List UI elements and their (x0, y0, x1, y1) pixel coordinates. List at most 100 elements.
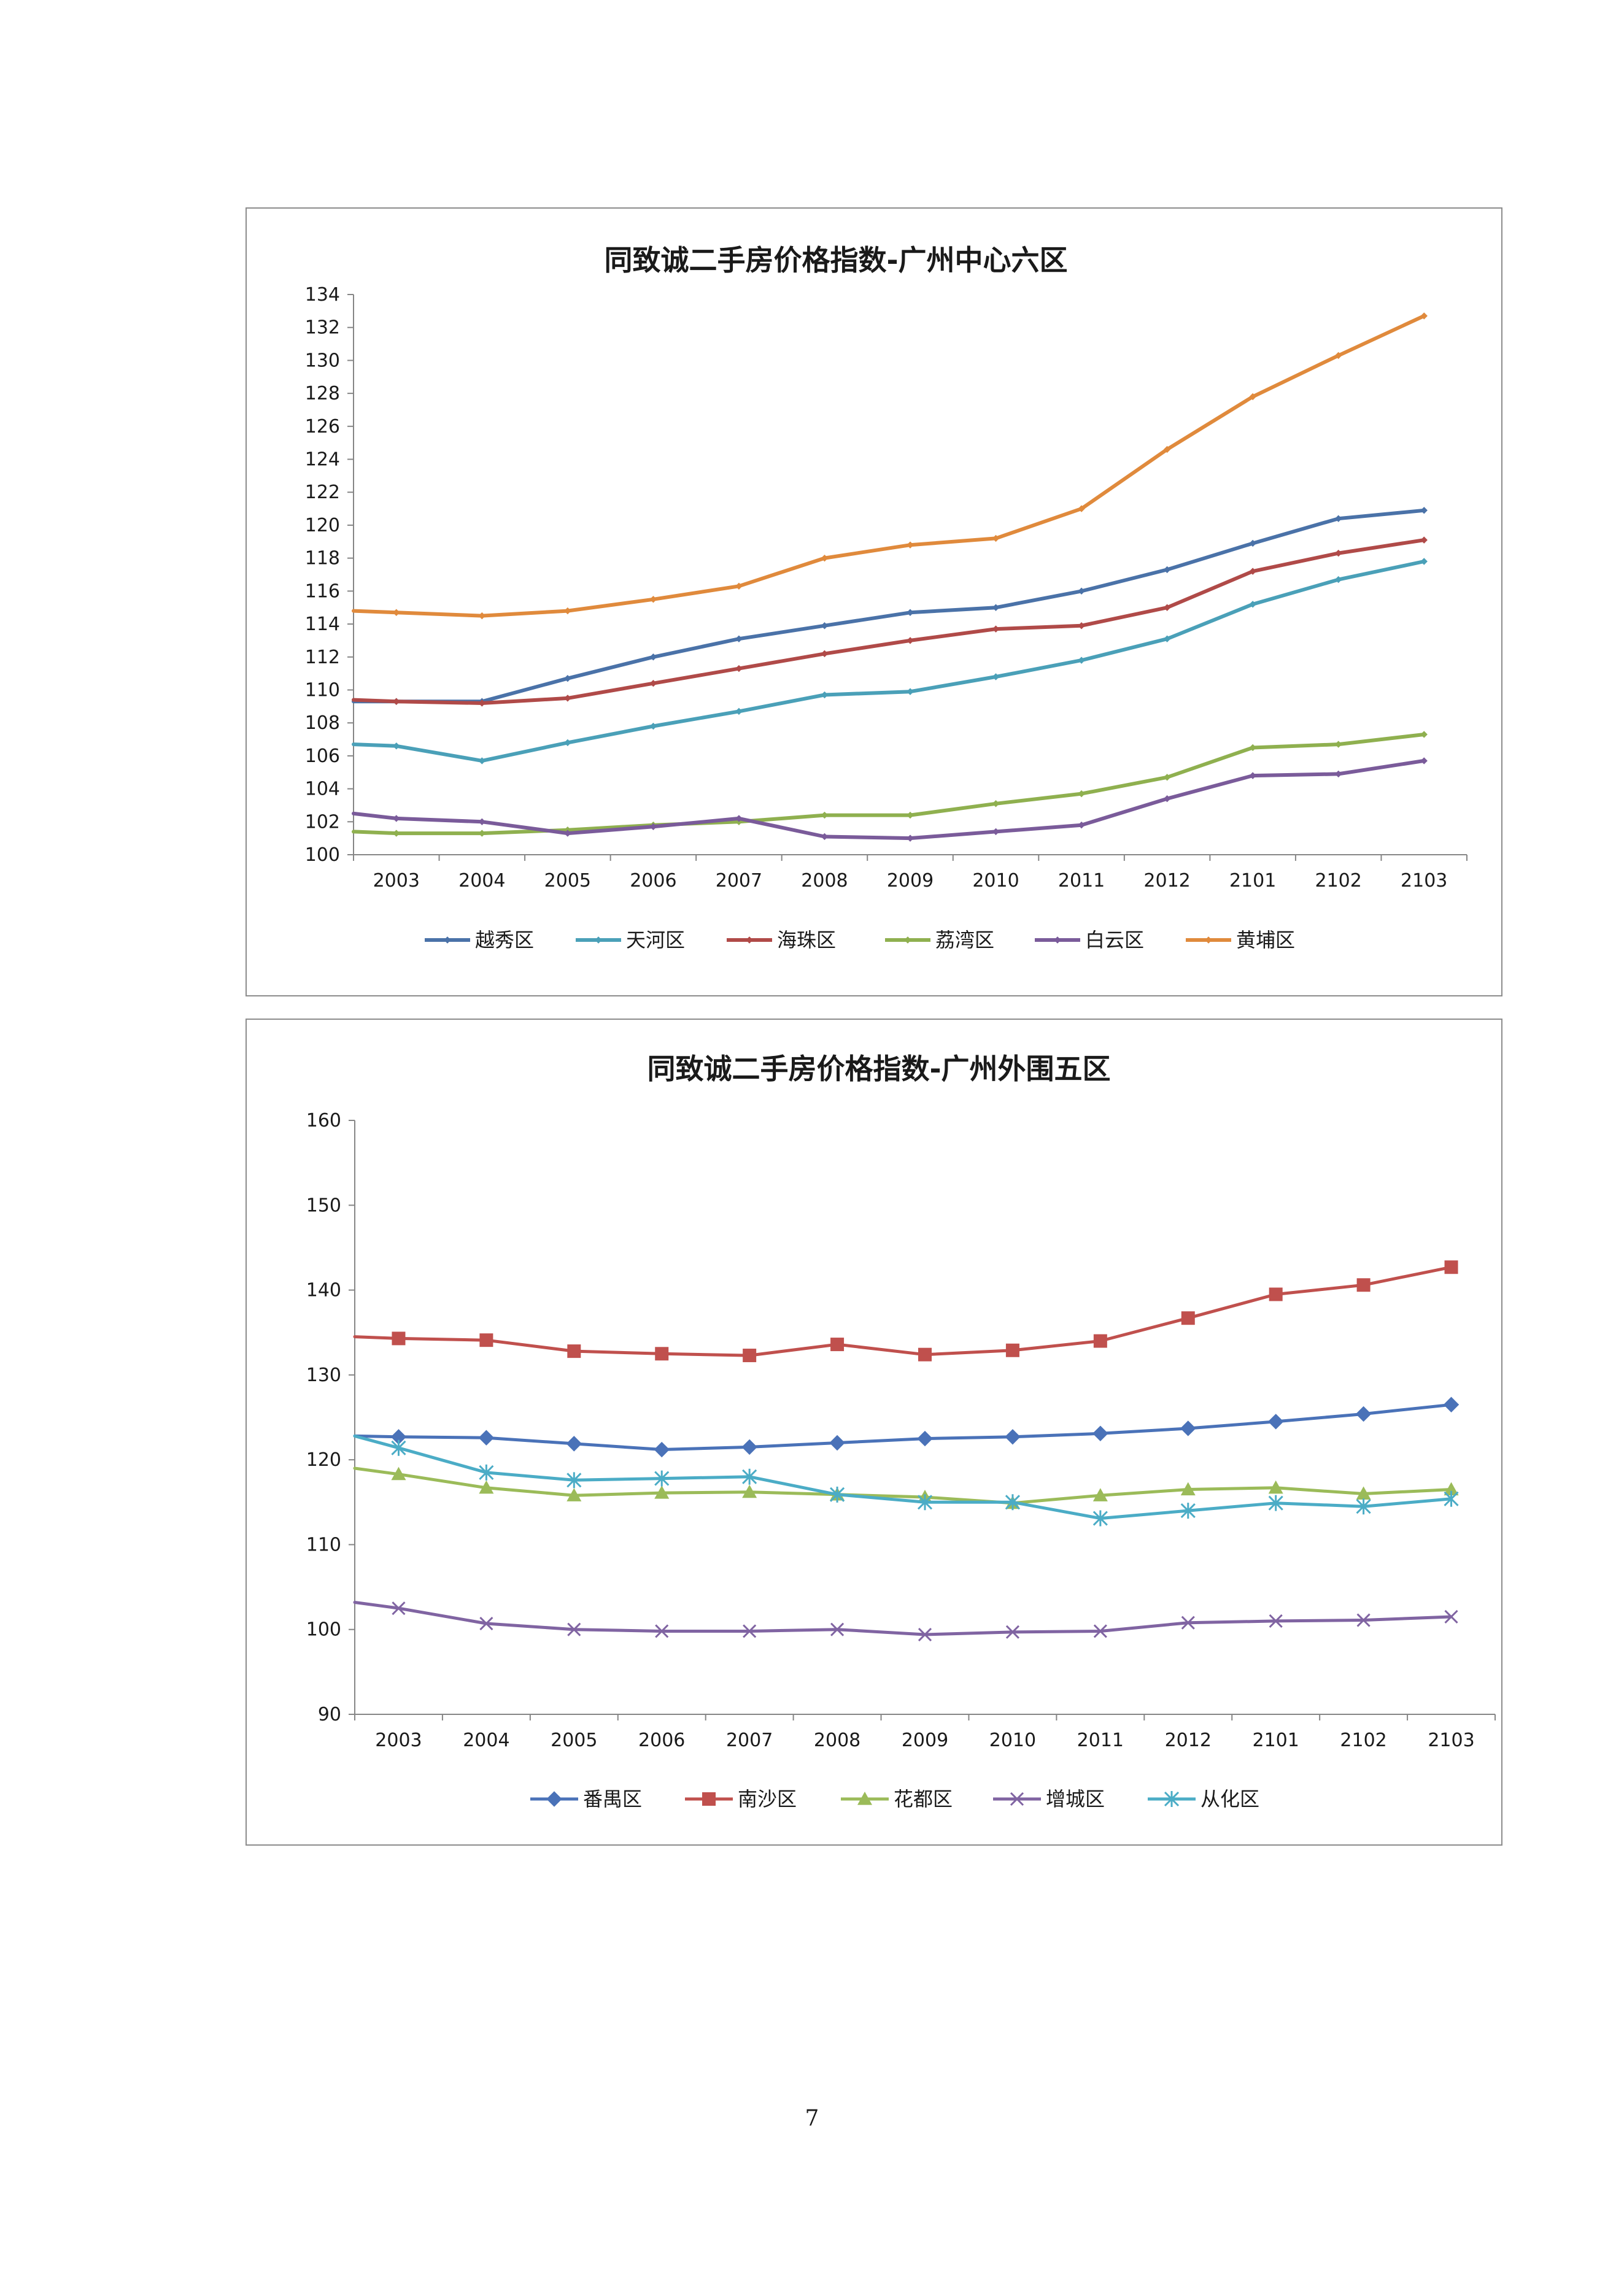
legend-marker (1205, 936, 1212, 944)
x-tick-label: 2103 (1428, 1730, 1474, 1751)
data-point (1334, 770, 1342, 778)
data-point (821, 622, 829, 630)
y-tick-label: 112 (305, 647, 340, 668)
x-tick-label: 2102 (1315, 870, 1362, 892)
data-point (392, 1601, 406, 1616)
data-point (1356, 1498, 1371, 1515)
data-point (478, 818, 486, 826)
data-point (1163, 774, 1171, 781)
y-tick-label: 124 (305, 449, 340, 471)
data-point (917, 1430, 933, 1447)
legend-item: 黄埔区 (1186, 928, 1295, 952)
data-point (654, 1470, 670, 1487)
x-tick-label: 2010 (989, 1730, 1036, 1751)
data-point (567, 1344, 581, 1358)
data-point (1180, 1482, 1196, 1496)
data-point (564, 830, 571, 837)
x-tick-label: 2010 (972, 870, 1019, 892)
x-tick-label: 2008 (814, 1730, 860, 1751)
series-line (353, 1265, 1453, 1357)
y-tick-label: 126 (305, 416, 340, 437)
legend-label: 从化区 (1201, 1787, 1259, 1811)
legend-marker (444, 936, 451, 944)
chart-central-six-districts: 同致诚二手房价格指数-广州中心六区 100 102 104 106 108 110 112 11… (305, 244, 1467, 952)
data-point (821, 554, 829, 562)
data-point (391, 1466, 406, 1481)
data-point (1334, 741, 1342, 748)
data-point (1078, 821, 1085, 829)
data-point (1005, 1625, 1019, 1639)
x-tick-label: 2102 (1340, 1730, 1386, 1751)
legend-marker (904, 936, 911, 944)
legend-marker (702, 1792, 716, 1806)
x-tick-label: 2007 (716, 870, 762, 892)
data-point (918, 1347, 932, 1362)
data-point (821, 833, 829, 841)
x-tick-label: 2012 (1143, 870, 1190, 892)
data-point (649, 596, 657, 603)
data-point (1093, 1624, 1107, 1638)
data-point (743, 1349, 757, 1363)
y-tick-label: 116 (305, 580, 340, 602)
y-tick-label: 110 (306, 1534, 341, 1555)
series-3-group (353, 1601, 1458, 1642)
data-point (479, 1480, 494, 1494)
data-point (1420, 536, 1428, 544)
data-point (1249, 568, 1256, 575)
data-point (1078, 587, 1085, 595)
x-tick-label: 2003 (375, 1730, 422, 1751)
data-point (907, 688, 914, 695)
data-point (392, 1331, 406, 1346)
data-point (742, 1484, 757, 1498)
legend-marker (1054, 936, 1061, 944)
data-point (1249, 601, 1256, 608)
data-point (649, 823, 657, 831)
data-point (1005, 1343, 1019, 1357)
axes: 90 100 110 120 130 140 150 160 2003 2004 2005 2006 2… (306, 1110, 1496, 1751)
data-point (1334, 352, 1342, 360)
y-tick-label: 120 (305, 515, 340, 536)
chart-panel-central-six-districts: 同致诚二手房价格指数-广州中心六区 100 102 104 106 108 110 112 11… (246, 207, 1502, 996)
data-point (992, 625, 1000, 633)
series-line (353, 1466, 1453, 1505)
data-point (735, 707, 743, 715)
x-tick-label: 2009 (902, 1730, 948, 1751)
series-line (352, 314, 1426, 618)
series-line (353, 1601, 1453, 1636)
data-point (393, 698, 400, 705)
legend-marker (546, 1791, 562, 1807)
data-point (478, 699, 486, 707)
data-point (566, 1472, 582, 1489)
y-tick-label: 106 (305, 745, 340, 767)
data-point (655, 1347, 669, 1361)
legend-marker (1010, 1792, 1024, 1806)
data-point (907, 541, 914, 549)
y-tick-label: 110 (305, 679, 340, 701)
y-tick-label: 150 (306, 1195, 341, 1216)
y-tick-label: 128 (305, 383, 340, 404)
data-point (1180, 1420, 1196, 1436)
axes: 100 102 104 106 108 110 112 114 116 118 120 122 124 1… (305, 284, 1467, 892)
data-point (393, 742, 400, 750)
legend-marker (595, 936, 602, 944)
data-point (1444, 1482, 1459, 1496)
data-point (1356, 1486, 1371, 1500)
series-0-group (353, 1396, 1460, 1458)
data-point (1181, 1311, 1195, 1325)
data-point (1334, 549, 1342, 557)
data-point (1092, 1425, 1108, 1441)
chart-title: 同致诚二手房价格指数-广州中心六区 (604, 244, 1067, 277)
legend-label: 海珠区 (777, 928, 836, 952)
data-point (735, 582, 743, 590)
data-point (391, 1439, 406, 1456)
data-point (992, 800, 1000, 807)
data-point (735, 815, 743, 822)
series-line (352, 758, 1426, 841)
data-point (992, 534, 1000, 542)
data-point (393, 830, 400, 837)
data-point (478, 757, 486, 765)
chart-panel-outer-five-districts: 同致诚二手房价格指数-广州外围五区 90 100 110 120 130 140 150 160… (246, 1019, 1502, 1846)
x-tick-label: 2011 (1058, 870, 1105, 892)
x-tick-label: 2103 (1401, 870, 1447, 892)
legend-label: 黄埔区 (1236, 928, 1295, 952)
